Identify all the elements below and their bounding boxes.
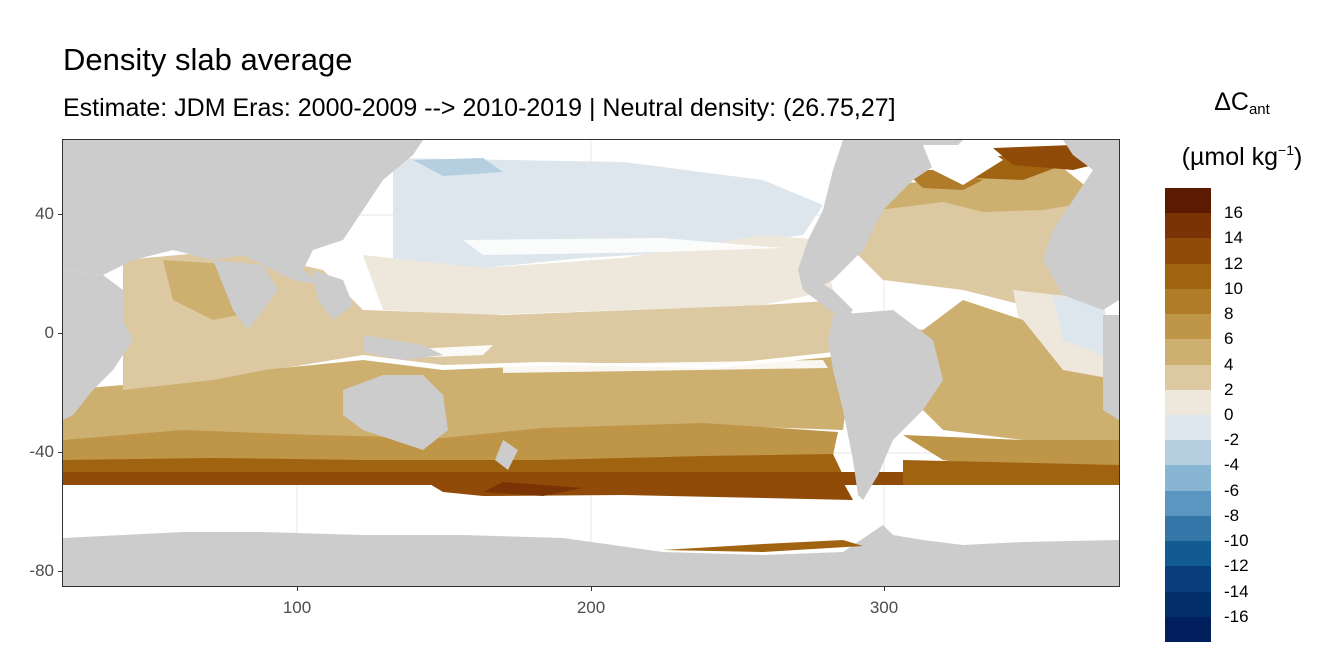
legend-tick-label: 8 — [1224, 304, 1234, 324]
land-antarctica — [63, 525, 1119, 586]
colorbar-segment — [1165, 616, 1211, 642]
legend-tick-label: 12 — [1224, 253, 1243, 273]
y-tick-mark — [58, 571, 63, 572]
legend-colorbar — [1165, 188, 1211, 642]
y-tick-label: 0 — [44, 323, 54, 342]
colorbar-segment — [1165, 314, 1211, 340]
y-tick-mark — [58, 452, 63, 453]
legend-tick-label: -6 — [1224, 480, 1240, 500]
colorbar-segment — [1165, 263, 1211, 289]
legend-tick-label: 2 — [1224, 379, 1234, 399]
legend-tick-label: 6 — [1224, 329, 1234, 349]
colorbar-segment — [1165, 188, 1211, 214]
x-tick-mark — [591, 586, 592, 591]
legend-tick-label: -14 — [1224, 581, 1249, 601]
legend-tick-label: 16 — [1224, 203, 1243, 223]
legend-units-close: ) — [1294, 143, 1303, 171]
legend-tick-label: -10 — [1224, 531, 1249, 551]
north-atlantic-region — [853, 195, 1119, 310]
colorbar-segment — [1165, 515, 1211, 542]
map-svg — [63, 140, 1119, 586]
legend-tick-label: -16 — [1224, 606, 1249, 626]
colorbar-segment — [1165, 414, 1211, 441]
land-north-america — [798, 140, 963, 290]
legend-tick-label: -8 — [1224, 505, 1240, 525]
legend-units-sup: −1 — [1278, 142, 1294, 158]
legend-title-symbol: ΔC — [1214, 88, 1249, 116]
y-tick-mark — [58, 333, 63, 334]
legend-tick-label: -12 — [1224, 556, 1249, 576]
legend-tick-label: 10 — [1224, 278, 1243, 298]
legend-tick-label: -2 — [1224, 430, 1240, 450]
map-panel — [62, 139, 1120, 587]
legend-title: ΔCant (µmol kg−1) — [1162, 84, 1322, 175]
legend-title-sub: ant — [1248, 101, 1270, 118]
x-tick-label: 200 — [576, 598, 606, 617]
x-tick-label: 100 — [282, 598, 312, 617]
legend-tick-label: 0 — [1224, 405, 1234, 424]
land-australia — [343, 375, 448, 450]
colorbar-segment — [1165, 238, 1211, 264]
colorbar-segment — [1165, 440, 1211, 466]
plot-subtitle: Estimate: JDM Eras: 2000-2009 --> 2010-2… — [63, 94, 896, 122]
y-tick-mark — [58, 214, 63, 215]
colorbar-segment — [1165, 465, 1211, 491]
colorbar-segment — [1165, 591, 1211, 617]
ocean-field — [63, 145, 1119, 500]
x-tick-mark — [297, 586, 298, 591]
land-masses — [63, 140, 1119, 586]
land-europe-africa-right — [1043, 140, 1119, 310]
x-tick-label: 300 — [869, 598, 899, 617]
colorbar-segment — [1165, 339, 1211, 365]
legend-tick-label: -4 — [1224, 455, 1240, 475]
colorbar-segment — [1165, 541, 1211, 567]
y-tick-label: 40 — [35, 204, 54, 223]
land-asia — [63, 140, 423, 285]
colorbar-segment — [1165, 389, 1211, 415]
land-south-america — [828, 310, 943, 500]
colorbar-segment — [1165, 288, 1211, 315]
colorbar-segment — [1165, 364, 1211, 390]
legend-tick-label: 4 — [1224, 354, 1234, 374]
legend-units-main: (µmol kg — [1181, 143, 1279, 171]
colorbar-segment — [1165, 213, 1211, 239]
antarctic-coastal-band — [663, 540, 863, 552]
legend-tick-label: 14 — [1224, 228, 1243, 248]
land-africa — [63, 270, 133, 420]
colorbar-segment — [1165, 490, 1211, 516]
y-tick-label: -40 — [29, 442, 54, 461]
y-tick-label: -80 — [29, 561, 54, 580]
plot-title: Density slab average — [63, 42, 353, 77]
colorbar-segment — [1165, 566, 1211, 592]
x-tick-mark — [884, 586, 885, 591]
